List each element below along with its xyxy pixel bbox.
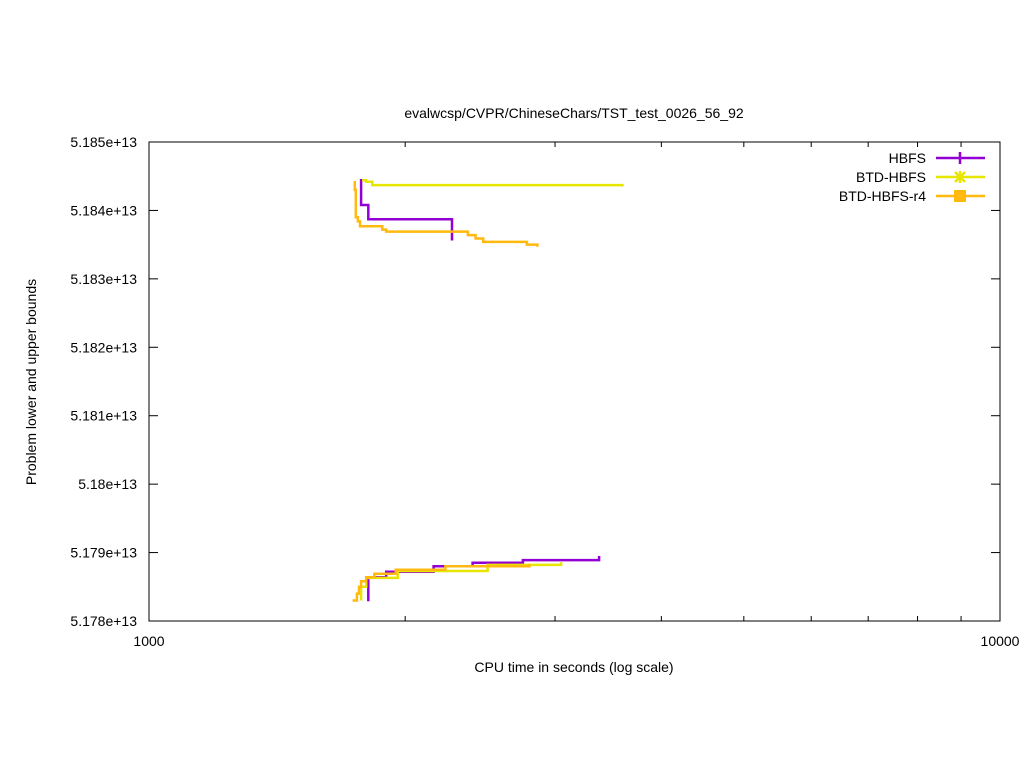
x-tick-label: 10000 bbox=[981, 633, 1020, 649]
y-tick-label: 5.183e+13 bbox=[70, 271, 137, 287]
y-tick-label: 5.18e+13 bbox=[78, 476, 137, 492]
series-btd-hbfs-upper-bound-line bbox=[362, 179, 624, 187]
series-layer bbox=[352, 179, 624, 602]
x-axis-label: CPU time in seconds (log scale) bbox=[474, 659, 673, 675]
series-btd-hbfs-r4-lower-bound-line bbox=[352, 564, 531, 602]
plot-frame bbox=[148, 141, 1001, 622]
legend-star-icon bbox=[954, 171, 966, 183]
series-btd-hbfs-r4-upper-bound-line bbox=[353, 181, 539, 247]
legend-square-icon bbox=[954, 190, 966, 202]
y-tick-label: 5.185e+13 bbox=[70, 134, 137, 150]
legend-label-btd-hbfs-r4: BTD-HBFS-r4 bbox=[839, 188, 926, 204]
axis-ticks: 5.178e+13 5.179e+13 5.18e+13 5.181e+13 5.182… bbox=[70, 134, 1019, 649]
y-tick-label: 5.179e+13 bbox=[70, 545, 137, 561]
y-tick-label: 5.182e+13 bbox=[70, 339, 137, 355]
legend-label-btd-hbfs: BTD-HBFS bbox=[856, 169, 926, 185]
x-tick-label: 1000 bbox=[133, 633, 164, 649]
y-tick-label: 5.181e+13 bbox=[70, 408, 137, 424]
series-btd-hbfs-lower-bound-line bbox=[359, 562, 563, 601]
legend-label-hbfs: HBFS bbox=[889, 150, 926, 166]
chart-title: evalwcsp/CVPR/ChineseChars/TST_test_0026… bbox=[404, 105, 744, 121]
series-hbfs-upper-bound-line bbox=[359, 179, 454, 241]
y-tick-label: 5.178e+13 bbox=[70, 613, 137, 629]
y-axis-label: Problem lower and upper bounds bbox=[23, 279, 39, 485]
y-tick-label: 5.184e+13 bbox=[70, 202, 137, 218]
series-hbfs-lower-bound-line bbox=[367, 556, 601, 602]
legend: HBFS BTD-HBFS BTD-HBFS-r4 bbox=[839, 150, 985, 204]
